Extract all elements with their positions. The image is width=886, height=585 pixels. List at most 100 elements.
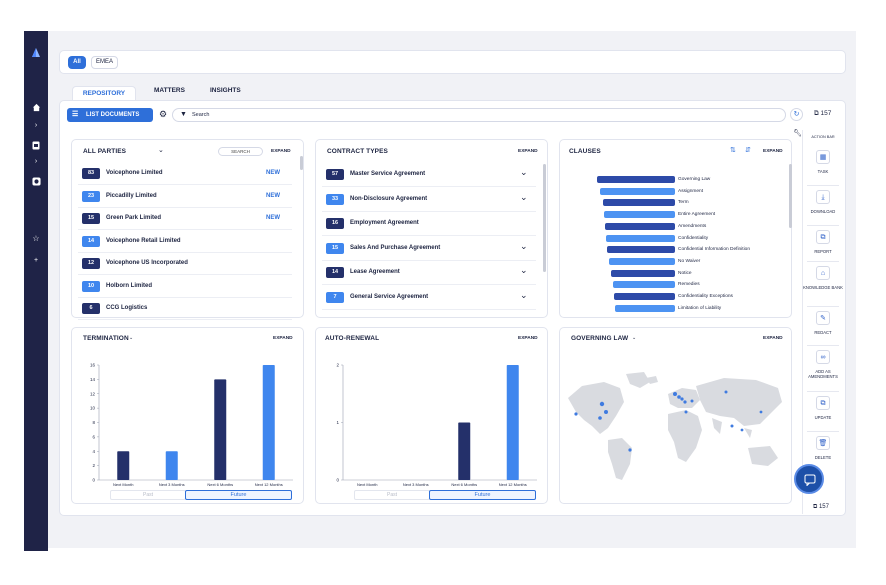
settings-gear-icon[interactable]: ⚙ (159, 109, 168, 119)
clause-bar[interactable] (609, 257, 675, 265)
scrollbar[interactable] (543, 164, 546, 272)
action-report-button[interactable]: ⧉ REPORT (803, 230, 843, 264)
clause-label: Confidential Information Definition (678, 247, 750, 253)
search-bar[interactable]: ▼ Search (172, 108, 786, 122)
region-all-pill[interactable]: All (68, 56, 86, 69)
chevron-down-icon[interactable]: ⌄ (520, 167, 528, 177)
contract-count-badge: 15 (326, 242, 344, 254)
sort-descending-icon[interactable]: ⇅ (730, 147, 736, 154)
clause-bar[interactable] (605, 222, 675, 230)
documents-icon[interactable] (24, 141, 48, 152)
record-icon[interactable] (24, 177, 48, 188)
chevron-down-icon[interactable]: ⌄ (520, 289, 528, 300)
party-count-badge: 10 (82, 280, 100, 292)
termination-bar[interactable] (165, 451, 178, 480)
clause-label: No Waiver (678, 258, 701, 264)
auto-renewal-expand[interactable]: EXPAND (518, 336, 538, 341)
contract-type-row[interactable]: 15 Sales And Purchase Agreement ⌄ (322, 237, 536, 261)
clause-bar[interactable] (615, 304, 675, 312)
chat-fab[interactable] (794, 464, 824, 494)
refresh-icon[interactable]: ↻ (790, 108, 803, 121)
clause-label: Limitation of Liability (678, 305, 722, 311)
star-icon[interactable]: ☆ (32, 234, 40, 243)
contract-types-expand[interactable]: EXPAND (518, 149, 538, 154)
clause-bar[interactable] (613, 281, 675, 289)
action-task-button[interactable]: ▦ TASK (803, 150, 843, 186)
chevron-down-icon[interactable]: ⌄ (129, 335, 134, 341)
auto-renewal-bar[interactable] (506, 365, 519, 480)
add-icon[interactable]: + (33, 257, 39, 264)
wrench-icon[interactable]: 🔧︎ (793, 130, 802, 137)
action-label: DELETE (814, 455, 832, 460)
list-documents-button[interactable]: ☰ LIST DOCUMENTS (67, 108, 153, 122)
clause-label: Amendments (678, 223, 707, 229)
contract-type-row[interactable]: 57 Master Service Agreement ⌄ (322, 163, 536, 187)
party-row[interactable]: 15 Green Park Limited NEW (78, 208, 292, 230)
contract-type-row[interactable]: 33 Non-Disclosure Agreement ⌄ (322, 188, 536, 212)
expand-chevron-icon[interactable]: › (34, 122, 38, 129)
filter-icon[interactable]: ▼ (180, 111, 187, 118)
parties-search-input[interactable]: SEARCH (218, 147, 263, 156)
clause-bar[interactable] (597, 176, 675, 183)
contract-types-title: CONTRACT TYPES (327, 148, 388, 155)
party-row[interactable]: 83 Voicephone Limited NEW (78, 163, 292, 185)
party-row[interactable]: 23 Piccadilly Limited NEW (78, 186, 292, 208)
home-icon[interactable] (24, 103, 48, 114)
party-name: Piccadilly Limited (106, 192, 157, 199)
scrollbar[interactable] (300, 156, 303, 170)
clause-bar[interactable] (607, 246, 675, 254)
expand-chevron-icon[interactable]: › (34, 158, 38, 165)
action-bar-count-value: 157 (818, 504, 829, 510)
action-knowledge-bank-button[interactable]: ⌂ KNOWLEDGE BANK (803, 266, 843, 307)
clause-label: Governing Law (678, 177, 711, 182)
party-row[interactable]: 14 Voicephone Retail Limited (78, 231, 292, 253)
action-add-as-amendments-button[interactable]: ∞ ADD AS AMENDMENTS (803, 350, 843, 392)
chevron-down-icon[interactable]: ⌄ (158, 147, 164, 154)
clause-bar[interactable] (604, 211, 675, 219)
governing-law-expand[interactable]: EXPAND (763, 336, 783, 341)
party-row[interactable]: 6 CCG Logistics (78, 298, 292, 320)
action-label: KNOWLEDGE BANK (803, 285, 843, 290)
auto-renewal-future-toggle[interactable]: Future (429, 490, 536, 500)
region-emea-pill[interactable]: EMEA (91, 56, 118, 69)
clause-bar[interactable] (614, 293, 675, 300)
contract-count-badge: 16 (326, 218, 344, 229)
chevron-down-icon[interactable]: ⌄ (520, 240, 528, 251)
tab-repository[interactable]: REPOSITORY (72, 86, 136, 100)
action-redact-button[interactable]: ✎ REDACT (803, 311, 843, 346)
clause-label: Term (678, 200, 689, 206)
termination-bar[interactable] (262, 365, 275, 480)
clause-bar[interactable] (600, 187, 675, 195)
termination-bar[interactable] (117, 451, 130, 480)
termination-title: TERMINATION (83, 335, 129, 342)
termination-bar[interactable] (214, 379, 227, 480)
action-update-button[interactable]: ⧉ UPDATE (803, 396, 843, 432)
contract-type-row[interactable]: 14 Lease Agreement ⌄ (322, 261, 536, 285)
action-bar-title: ACTION BAR (811, 135, 835, 139)
party-row[interactable]: 10 Holborn Limited (78, 276, 292, 298)
chevron-down-icon[interactable]: ⌄ (520, 191, 528, 202)
sort-ascending-icon[interactable]: ⇵ (745, 147, 751, 154)
all-parties-expand[interactable]: EXPAND (271, 149, 291, 154)
clause-bar[interactable] (611, 269, 675, 277)
auto-renewal-bar[interactable] (458, 422, 471, 481)
clause-bar[interactable] (603, 199, 675, 207)
tab-matters[interactable]: MATTERS (154, 87, 185, 94)
scrollbar[interactable] (789, 164, 792, 228)
chevron-down-icon[interactable]: ⌄ (520, 265, 528, 275)
action-download-button[interactable]: ⤓ DOWNLOAD (803, 190, 843, 226)
tab-insights[interactable]: INSIGHTS (210, 87, 241, 94)
action-bar: ACTION BAR ▦ TASK ⤓ DOWNLOAD ⧉ REPORT ⌂ KNOWLED… (802, 130, 843, 514)
contract-type-row[interactable]: 16 Employment Agreement (322, 212, 536, 236)
termination-expand[interactable]: EXPAND (273, 336, 293, 341)
clause-bar[interactable] (606, 234, 675, 242)
party-row[interactable]: 12 Voicephone US Incorporated (78, 253, 292, 275)
termination-future-toggle[interactable]: Future (185, 490, 292, 500)
clauses-expand[interactable]: EXPAND (763, 149, 783, 154)
chevron-down-icon[interactable]: ⌄ (632, 335, 637, 341)
all-parties-card: ALL PARTIES ⌄ SEARCH EXPAND 83 Voicephone… (71, 139, 304, 320)
y-tick-label: 1 (336, 420, 339, 425)
action-delete-button[interactable]: 🗑︎ DELETE (803, 436, 843, 470)
party-name: Green Park Limited (106, 215, 162, 221)
contract-type-row[interactable]: 7 General Service Agreement ⌄ (322, 286, 536, 310)
